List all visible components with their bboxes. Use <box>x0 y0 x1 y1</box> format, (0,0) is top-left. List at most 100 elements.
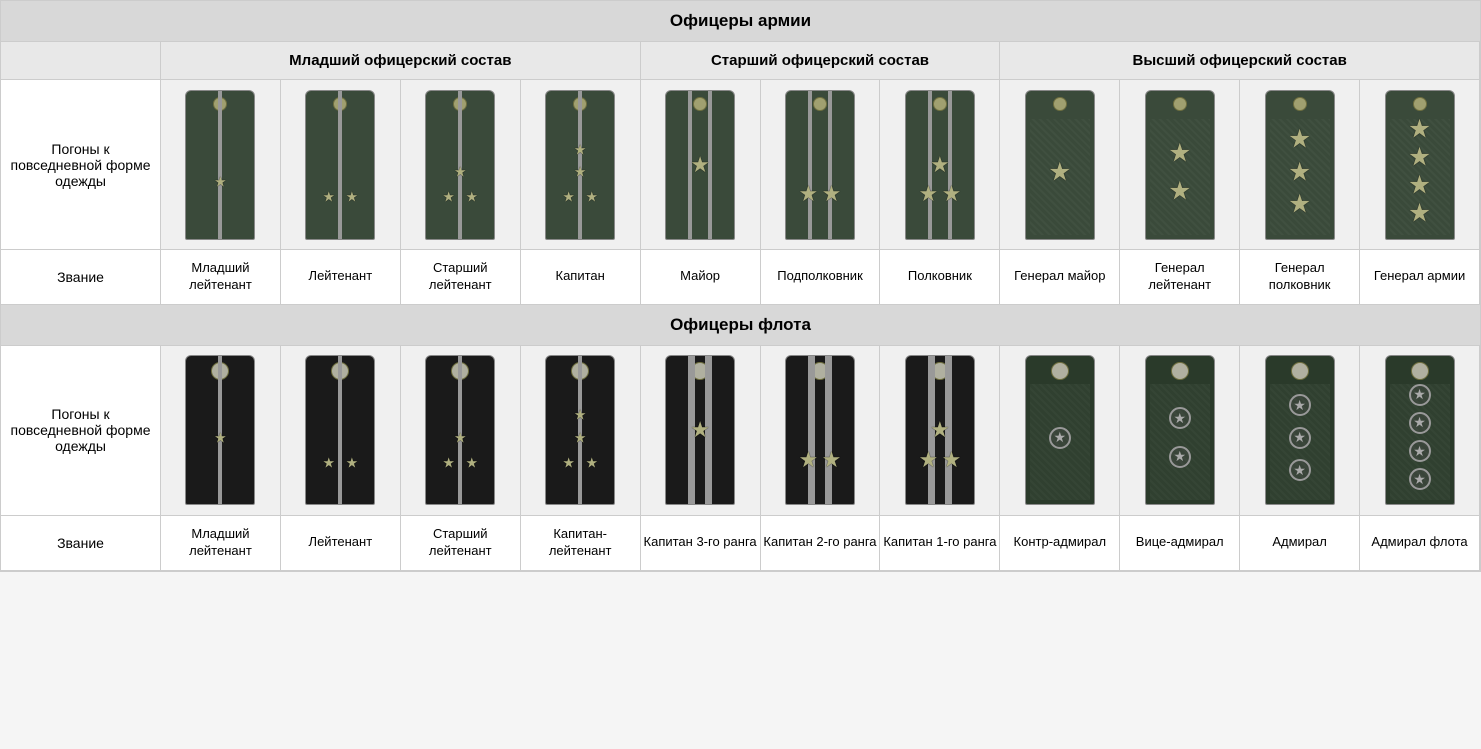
rank-name: Подполковник <box>761 250 881 305</box>
epaulet: ★★★ <box>1265 355 1335 505</box>
epaulet-button <box>1053 97 1067 111</box>
star-icon: ★ <box>822 181 842 207</box>
epaulet-button <box>933 97 947 111</box>
star-icon: ★ <box>442 454 455 471</box>
epaulet: ★★ <box>785 355 855 505</box>
star-icon: ★ <box>574 429 587 446</box>
stripe <box>808 356 815 504</box>
epaulet-button <box>693 97 707 111</box>
epaulet-cell: ★★★ <box>880 80 1000 250</box>
epaulet-cell: ★★ <box>1120 80 1240 250</box>
rank-name: Лейтенант <box>281 250 401 305</box>
star-icon: ★ <box>346 189 359 206</box>
epaulet: ★★★ <box>1265 90 1335 240</box>
epaulet-cell: ★★★★ <box>521 346 641 516</box>
zigzag-pattern <box>1150 384 1210 500</box>
epaulet-cell: ★★ <box>1120 346 1240 516</box>
admiral-star-icon: ★ <box>1289 394 1311 416</box>
row-label-epaulet: Погоны к повседневной форме одежды <box>1 80 161 250</box>
rank-name: Генерал армии <box>1360 250 1480 305</box>
star-icon: ★ <box>562 189 575 206</box>
rank-name: Полковник <box>880 250 1000 305</box>
epaulet: ★ <box>1025 90 1095 240</box>
epaulet: ★ <box>665 355 735 505</box>
rank-name: Адмирал <box>1240 516 1360 571</box>
rank-name: Капитан 1-го ранга <box>880 516 1000 571</box>
star-icon: ★ <box>822 447 842 473</box>
epaulet-cell: ★★★ <box>401 80 521 250</box>
section-title: Офицеры армии <box>1 1 1480 42</box>
row-label-rank: Звание <box>1 516 161 571</box>
star-icon: ★ <box>1408 198 1431 229</box>
star-icon: ★ <box>930 152 950 178</box>
star-icon: ★ <box>323 454 336 471</box>
star-icon: ★ <box>574 163 587 180</box>
star-icon: ★ <box>918 447 938 473</box>
admiral-star-icon: ★ <box>1409 440 1431 462</box>
star-icon: ★ <box>1288 124 1311 155</box>
rank-name: Адмирал флота <box>1360 516 1480 571</box>
rank-name: Лейтенант <box>281 516 401 571</box>
row-label-rank: Звание <box>1 250 161 305</box>
stripe <box>828 91 832 239</box>
epaulet-button <box>1171 362 1189 380</box>
epaulet-cell: ★★ <box>281 80 401 250</box>
epaulet-cell: ★★★★ <box>1360 80 1480 250</box>
rank-name: Генерал майор <box>1000 250 1120 305</box>
row-label-epaulet: Погоны к повседневной форме одежды <box>1 346 161 516</box>
star-icon: ★ <box>346 454 359 471</box>
star-icon: ★ <box>1168 176 1191 207</box>
rank-name: Капитан 3-го ранга <box>641 516 761 571</box>
epaulet-cell: ★ <box>161 80 281 250</box>
epaulet: ★★ <box>785 90 855 240</box>
epaulet-button <box>1293 97 1307 111</box>
epaulet-cell: ★★★ <box>880 346 1000 516</box>
star-icon: ★ <box>454 429 467 446</box>
epaulet-cell: ★★★★ <box>1360 346 1480 516</box>
star-icon: ★ <box>214 429 227 446</box>
star-icon: ★ <box>918 181 938 207</box>
star-icon: ★ <box>585 454 598 471</box>
epaulet: ★★★★ <box>1385 90 1455 240</box>
star-icon: ★ <box>562 454 575 471</box>
star-icon: ★ <box>799 447 819 473</box>
epaulet-cell: ★ <box>1000 346 1120 516</box>
epaulet: ★ <box>185 90 255 240</box>
rank-name: Майор <box>641 250 761 305</box>
star-icon: ★ <box>942 181 962 207</box>
epaulet: ★★★ <box>425 90 495 240</box>
epaulet-cell: ★★ <box>281 346 401 516</box>
epaulet-cell: ★★★★ <box>521 80 641 250</box>
star-icon: ★ <box>690 152 710 178</box>
admiral-star-icon: ★ <box>1169 407 1191 429</box>
epaulet: ★★★ <box>905 355 975 505</box>
rank-table: Офицеры армииМладший офицерский составСт… <box>0 0 1481 572</box>
epaulet-button <box>1173 97 1187 111</box>
star-icon: ★ <box>930 417 950 443</box>
epaulet: ★ ★ ★ <box>425 355 495 505</box>
stripe <box>218 91 222 239</box>
epaulet-cell: ★ <box>641 346 761 516</box>
group-header-blank <box>1 42 161 80</box>
star-icon: ★ <box>942 447 962 473</box>
epaulet: ★★ <box>305 355 375 505</box>
epaulet: ★★ <box>305 90 375 240</box>
epaulet-cell: ★★★ <box>1240 346 1360 516</box>
epaulet-button <box>1413 97 1427 111</box>
star-icon: ★ <box>1408 142 1431 173</box>
rank-name: Контр-адмирал <box>1000 516 1120 571</box>
star-icon: ★ <box>466 454 479 471</box>
admiral-star-icon: ★ <box>1289 459 1311 481</box>
group-header: Старший офицерский состав <box>641 42 1001 80</box>
star-icon: ★ <box>214 174 227 191</box>
rank-name: Капитан-лейтенант <box>521 516 641 571</box>
star-icon: ★ <box>799 181 819 207</box>
admiral-star-icon: ★ <box>1409 384 1431 406</box>
epaulet: ★ <box>665 90 735 240</box>
epaulet: ★★ <box>1145 355 1215 505</box>
epaulet: ★★★★ <box>545 355 615 505</box>
star-icon: ★ <box>1288 156 1311 187</box>
group-header: Высший офицерский состав <box>1000 42 1480 80</box>
epaulet-cell: ★★★ <box>1240 80 1360 250</box>
epaulet: ★ <box>185 355 255 505</box>
